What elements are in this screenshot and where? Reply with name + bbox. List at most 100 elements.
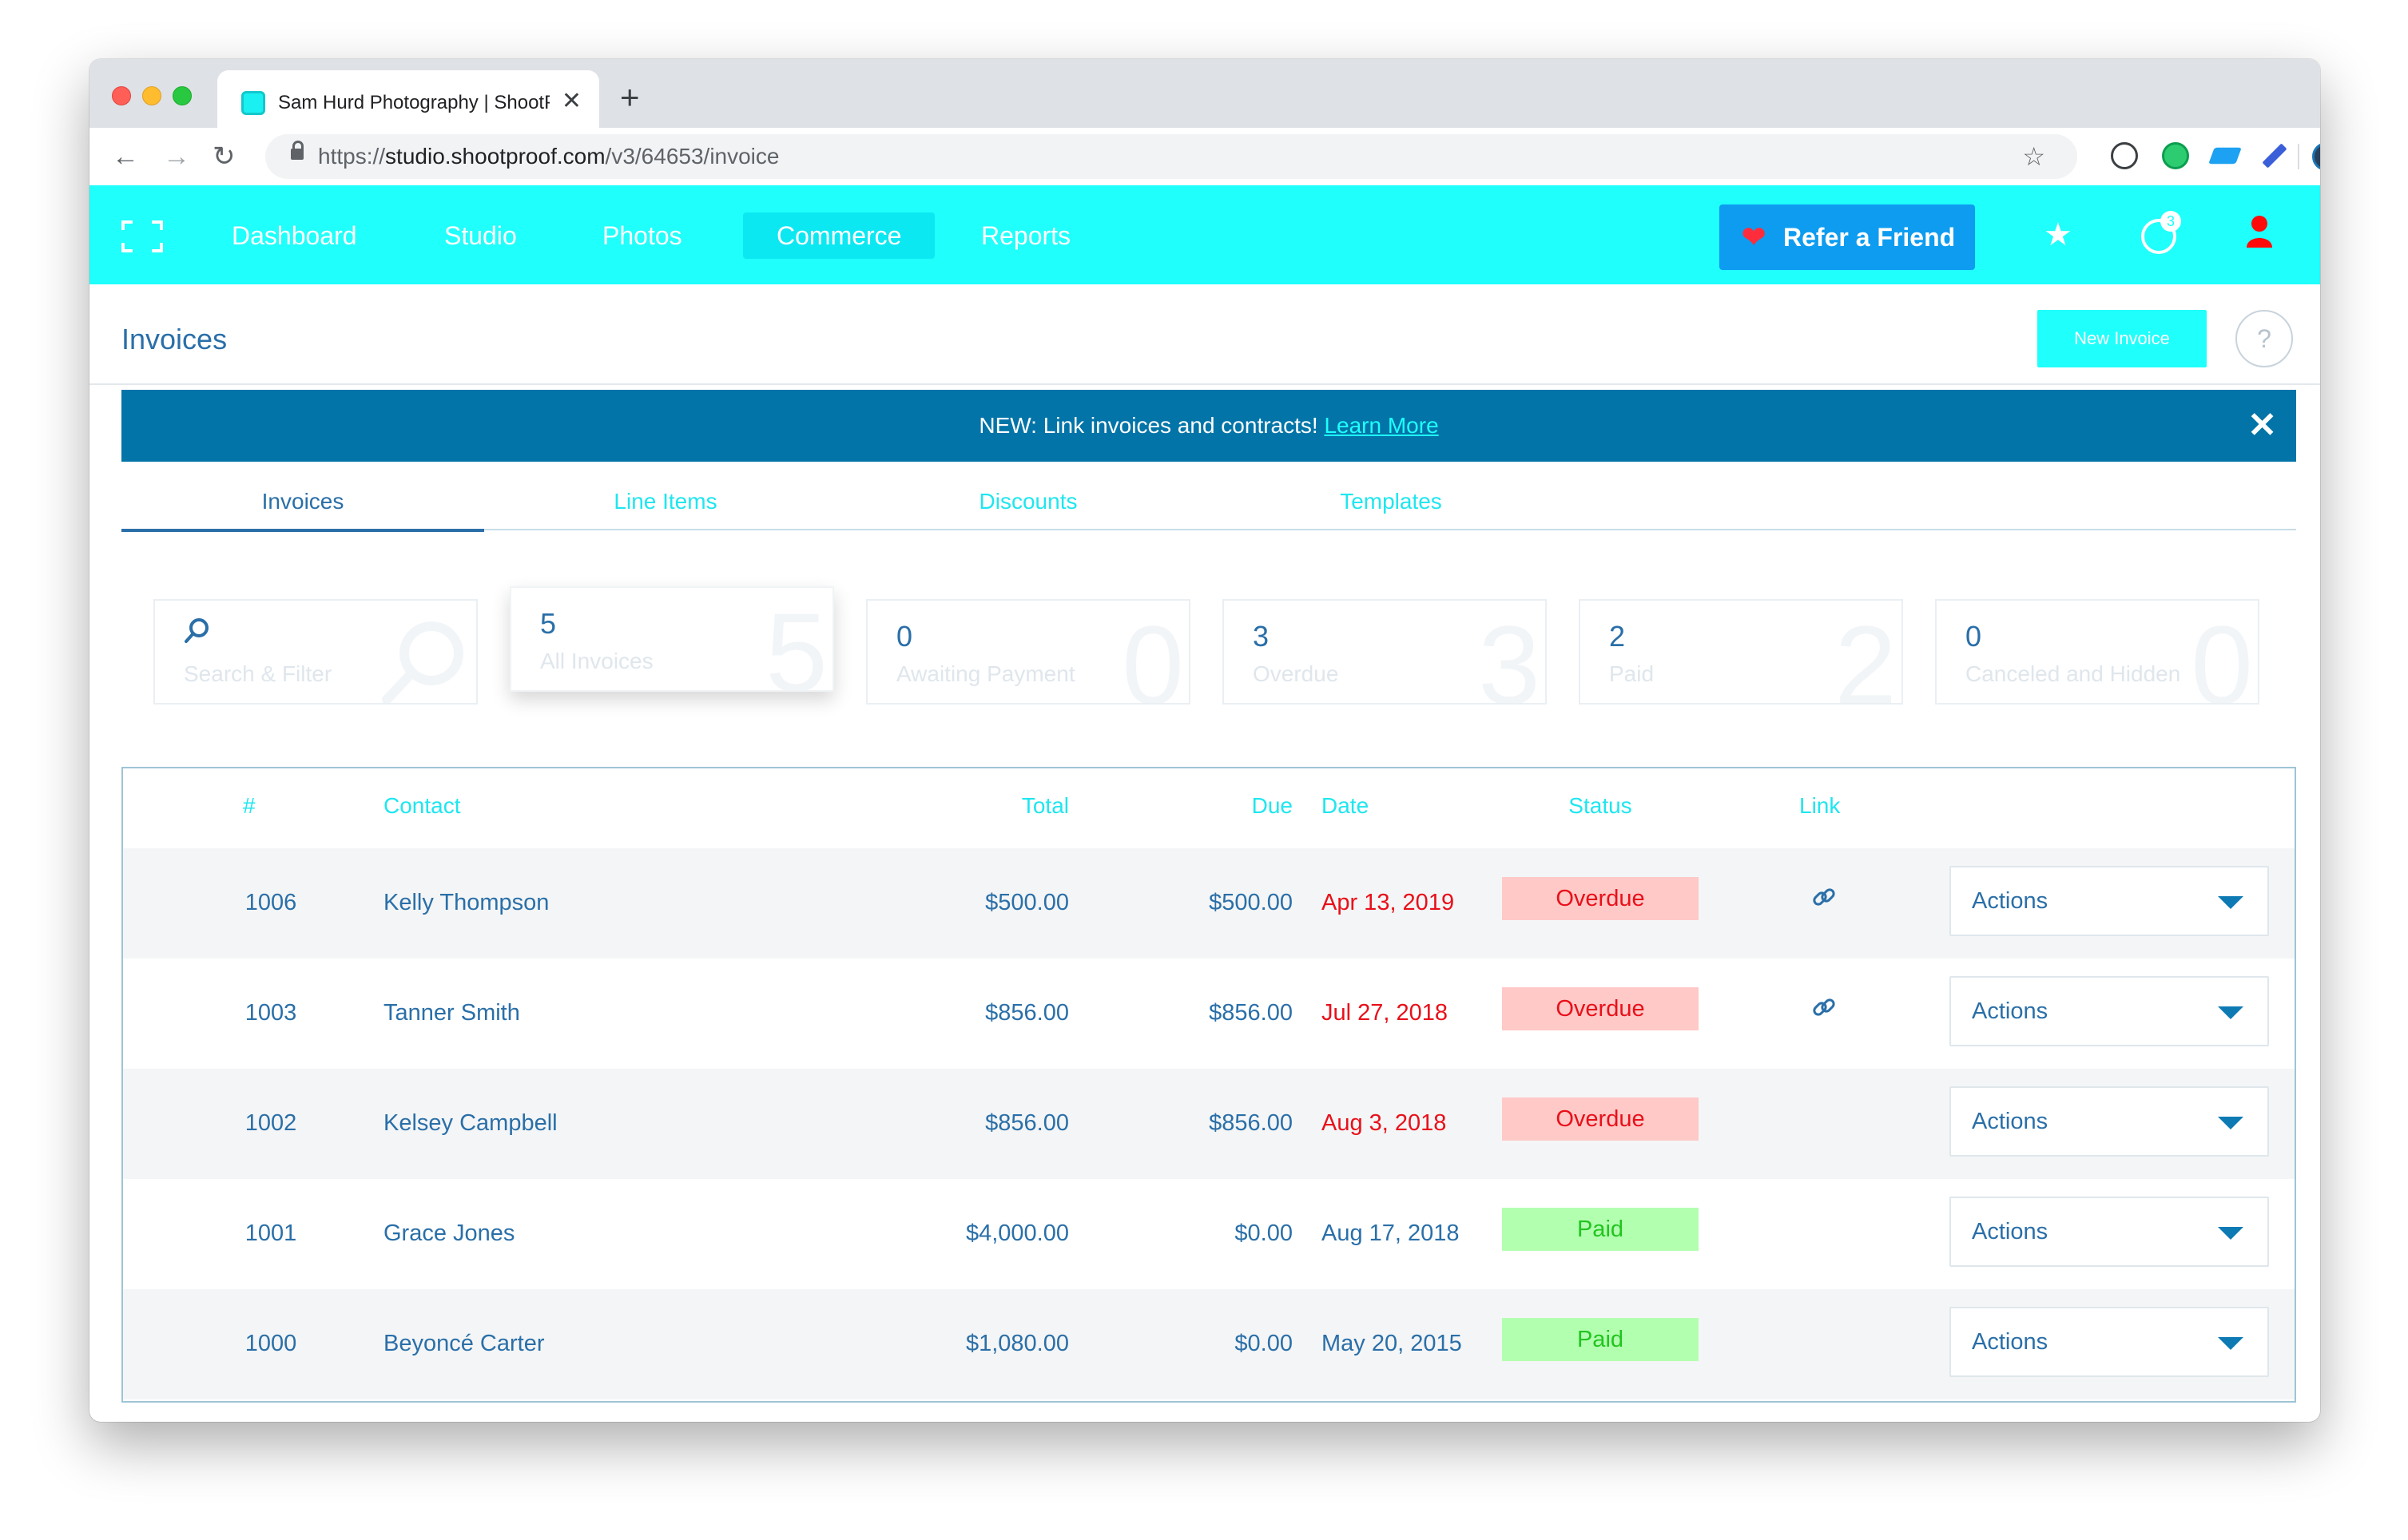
- tab-line-items[interactable]: Line Items: [614, 489, 717, 514]
- new-invoice-button[interactable]: New Invoice: [2037, 310, 2207, 367]
- link-icon[interactable]: [1810, 994, 1838, 1021]
- actions-label: Actions: [1972, 998, 2048, 1024]
- all-invoices-card[interactable]: 5 5 All Invoices: [510, 586, 834, 692]
- invoice-date: Apr 13, 2019: [1321, 890, 1455, 915]
- extension-eyedropper-icon[interactable]: [2262, 143, 2287, 169]
- invoice-total: $856.00: [985, 1110, 1069, 1136]
- column-header-contact[interactable]: Contact: [383, 793, 461, 818]
- status-badge: Paid: [1502, 1208, 1699, 1251]
- shootproof-favicon-icon: [241, 91, 265, 115]
- invoice-number[interactable]: 1006: [244, 890, 297, 915]
- learn-more-link[interactable]: Learn More: [1324, 413, 1439, 438]
- actions-label: Actions: [1972, 1219, 2048, 1244]
- tab-templates[interactable]: Templates: [1340, 489, 1442, 514]
- contact-name[interactable]: Kelsey Campbell: [383, 1110, 558, 1136]
- toolbar-separator: [2298, 144, 2299, 169]
- extension-password-icon[interactable]: [2111, 142, 2138, 169]
- notification-count-badge: 3: [2160, 211, 2181, 232]
- refer-a-friend-button[interactable]: ❤ Refer a Friend: [1719, 204, 1975, 270]
- status-badge: Overdue: [1502, 1097, 1699, 1141]
- table-row[interactable]: 1000 Beyoncé Carter $1,080.00 $0.00 May …: [123, 1289, 2295, 1399]
- invoice-number[interactable]: 1001: [244, 1220, 297, 1246]
- contact-name[interactable]: Kelly Thompson: [383, 890, 550, 915]
- lock-icon: [291, 141, 304, 160]
- column-header-status[interactable]: Status: [1568, 793, 1632, 818]
- paid-card[interactable]: 2 2 Paid: [1579, 599, 1903, 705]
- status-badge: Overdue: [1502, 877, 1699, 920]
- back-arrow-icon[interactable]: ←: [112, 141, 139, 172]
- card-watermark: 3: [1478, 602, 1540, 705]
- table-row[interactable]: 1003 Tanner Smith $856.00 $856.00 Jul 27…: [123, 959, 2295, 1069]
- actions-dropdown[interactable]: Actions: [1949, 1086, 2269, 1157]
- user-account-icon[interactable]: [2245, 214, 2274, 260]
- invoice-number[interactable]: 1003: [244, 1000, 297, 1026]
- invoice-total: $1,080.00: [965, 1331, 1069, 1356]
- search-filter-card[interactable]: Search & Filter: [153, 599, 478, 705]
- actions-label: Actions: [1972, 1329, 2048, 1355]
- banner-text: NEW: Link invoices and contracts!: [979, 413, 1318, 438]
- forward-arrow-icon[interactable]: →: [163, 141, 190, 172]
- nav-studio[interactable]: Studio: [444, 221, 517, 250]
- actions-dropdown[interactable]: Actions: [1949, 866, 2269, 936]
- search-icon: [185, 618, 209, 643]
- notifications-icon[interactable]: 3: [2141, 211, 2181, 254]
- column-header-link: Link: [1799, 793, 1841, 818]
- maximize-window-button[interactable]: [173, 86, 192, 105]
- card-count: 0: [896, 620, 913, 653]
- tab-invoices[interactable]: Invoices: [121, 479, 484, 532]
- minimize-window-button[interactable]: [142, 86, 161, 105]
- nav-photos[interactable]: Photos: [602, 221, 682, 250]
- table-row[interactable]: 1002 Kelsey Campbell $856.00 $856.00 Aug…: [123, 1069, 2295, 1179]
- close-banner-icon[interactable]: ✕: [2247, 406, 2277, 445]
- nav-reports[interactable]: Reports: [981, 221, 1071, 250]
- actions-dropdown[interactable]: Actions: [1949, 976, 2269, 1046]
- new-tab-button[interactable]: +: [620, 78, 640, 116]
- favorites-star-icon[interactable]: ★: [2044, 217, 2072, 252]
- overdue-card[interactable]: 3 3 Overdue: [1222, 599, 1547, 705]
- search-filter-label: Search & Filter: [184, 661, 332, 686]
- column-header-due[interactable]: Due: [1251, 793, 1293, 818]
- extension-feather-icon[interactable]: [2208, 147, 2242, 165]
- nav-dashboard[interactable]: Dashboard: [232, 221, 357, 250]
- link-icon[interactable]: [1810, 883, 1838, 911]
- help-button[interactable]: ?: [2235, 310, 2293, 367]
- close-tab-icon[interactable]: ✕: [561, 88, 582, 114]
- page-title: Invoices: [121, 323, 228, 355]
- invoice-due: $0.00: [1234, 1331, 1293, 1356]
- reload-icon[interactable]: ↻: [213, 141, 236, 172]
- shootproof-logo-icon[interactable]: [121, 220, 163, 252]
- awaiting-payment-card[interactable]: 0 0 Awaiting Payment: [866, 599, 1190, 705]
- actions-dropdown[interactable]: Actions: [1949, 1197, 2269, 1267]
- table-row[interactable]: 1006 Kelly Thompson $500.00 $500.00 Apr …: [123, 848, 2295, 959]
- heart-icon: ❤: [1742, 220, 1766, 253]
- bookmark-star-icon[interactable]: ☆: [2022, 142, 2045, 171]
- contact-name[interactable]: Tanner Smith: [383, 1000, 520, 1026]
- invoice-number[interactable]: 1002: [244, 1110, 297, 1136]
- canceled-hidden-card[interactable]: 0 0 Canceled and Hidden: [1935, 599, 2259, 705]
- address-bar[interactable]: https://studio.shootproof.com/v3/64653/i…: [265, 134, 2077, 179]
- card-label: Overdue: [1253, 661, 1339, 686]
- close-window-button[interactable]: [112, 86, 131, 105]
- invoice-number[interactable]: 1000: [244, 1331, 297, 1356]
- status-badge: Paid: [1502, 1318, 1699, 1361]
- table-row[interactable]: 1001 Grace Jones $4,000.00 $0.00 Aug 17,…: [123, 1179, 2295, 1289]
- nav-commerce[interactable]: Commerce: [743, 212, 936, 259]
- extension-grammar-icon[interactable]: [2162, 142, 2189, 169]
- contact-name[interactable]: Beyoncé Carter: [383, 1331, 545, 1356]
- profile-avatar[interactable]: [2312, 142, 2320, 171]
- caret-down-icon: [2218, 1227, 2243, 1240]
- invoice-date: Aug 3, 2018: [1321, 1110, 1447, 1136]
- column-header-date[interactable]: Date: [1321, 793, 1369, 818]
- actions-dropdown[interactable]: Actions: [1949, 1307, 2269, 1377]
- contact-name[interactable]: Grace Jones: [383, 1220, 515, 1246]
- tab-discounts[interactable]: Discounts: [979, 489, 1078, 514]
- search-watermark-icon: [382, 621, 463, 703]
- browser-tab[interactable]: Sam Hurd Photography | ShootProof ✕: [217, 70, 599, 128]
- card-count: 3: [1253, 620, 1270, 653]
- column-header-number[interactable]: #: [243, 793, 256, 818]
- card-count: 5: [540, 607, 557, 640]
- card-label: Paid: [1609, 661, 1655, 686]
- card-label: Awaiting Payment: [896, 661, 1075, 686]
- column-header-total[interactable]: Total: [1021, 793, 1069, 818]
- card-label: Canceled and Hidden: [1965, 661, 2181, 686]
